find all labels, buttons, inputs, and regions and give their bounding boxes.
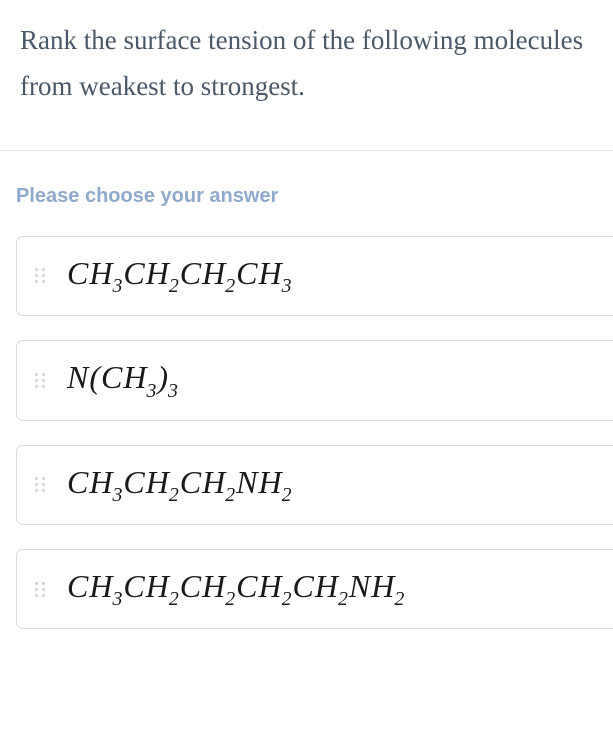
drag-handle-icon[interactable] [35, 373, 51, 388]
rank-option[interactable]: CH3CH2CH2CH3 [16, 236, 613, 316]
answer-prompt: Please choose your answer [16, 185, 613, 208]
drag-handle-icon[interactable] [35, 477, 51, 492]
rank-option[interactable]: CH3CH2CH2NH2 [16, 445, 613, 525]
chemical-formula: CH3CH2CH2CH3 [67, 255, 293, 297]
question-text: Rank the surface tension of the followin… [20, 18, 593, 110]
chemical-formula: N(CH3)3 [67, 359, 179, 401]
question-region: Rank the surface tension of the followin… [0, 0, 613, 151]
answer-region: Please choose your answer CH3CH2CH2CH3 N(… [0, 151, 613, 630]
chemical-formula: CH3CH2CH2CH2CH2NH2 [67, 568, 405, 610]
rank-option[interactable]: CH3CH2CH2CH2CH2NH2 [16, 549, 613, 629]
drag-handle-icon[interactable] [35, 582, 51, 597]
chemical-formula: CH3CH2CH2NH2 [67, 464, 293, 506]
rank-option[interactable]: N(CH3)3 [16, 340, 613, 420]
options-list: CH3CH2CH2CH3 N(CH3)3 CH3CH2CH2NH2 CH3CH2CH2… [16, 236, 613, 630]
drag-handle-icon[interactable] [35, 268, 51, 283]
